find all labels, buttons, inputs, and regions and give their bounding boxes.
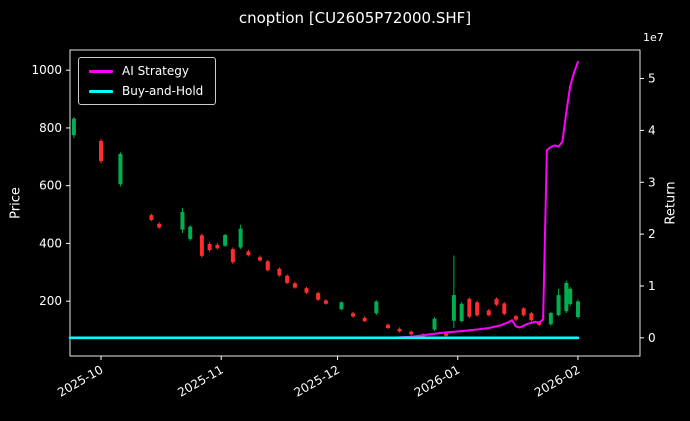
x-tick-label: 2026-01 bbox=[412, 362, 462, 399]
candle-body bbox=[432, 318, 437, 330]
chart-title: cnoption [CU2605P72000.SHF] bbox=[238, 9, 472, 27]
candle-body bbox=[409, 331, 414, 335]
candle-body bbox=[180, 211, 185, 230]
candle-body bbox=[277, 268, 282, 276]
right-axis-offset-text: 1e7 bbox=[643, 31, 664, 44]
legend-item-ai-strategy: AI Strategy bbox=[89, 65, 203, 77]
legend: AI Strategy Buy-and-Hold bbox=[78, 57, 217, 105]
candle-body bbox=[521, 308, 526, 316]
left-tick-label: 1000 bbox=[31, 63, 62, 77]
plot-border bbox=[69, 49, 641, 357]
candle-body bbox=[444, 333, 449, 336]
candle-body bbox=[548, 312, 553, 325]
x-tick-label: 2025-12 bbox=[292, 362, 342, 399]
legend-label: Buy-and-Hold bbox=[122, 84, 204, 98]
candle-body bbox=[118, 153, 123, 185]
right-tick-label: 1 bbox=[648, 279, 656, 293]
legend-item-buy-and-hold: Buy-and-Hold bbox=[89, 85, 203, 97]
candle-body bbox=[223, 235, 228, 246]
x-tick-label: 2026-02 bbox=[532, 362, 582, 399]
candle-body bbox=[575, 301, 580, 318]
left-tick-label: 200 bbox=[39, 294, 62, 308]
candle-body bbox=[230, 249, 235, 263]
x-tick-label: 2025-10 bbox=[55, 362, 105, 399]
candle-body bbox=[304, 288, 309, 293]
candle-body bbox=[199, 235, 204, 256]
candle-body bbox=[564, 282, 569, 312]
candle-body bbox=[292, 283, 297, 288]
candle-body bbox=[486, 310, 491, 316]
candle-body bbox=[149, 215, 154, 221]
candle-body bbox=[397, 328, 402, 332]
candle-body bbox=[258, 257, 262, 261]
candle-body bbox=[475, 302, 480, 316]
candle-body bbox=[323, 300, 328, 304]
candle-body bbox=[238, 228, 243, 248]
candle-body bbox=[451, 295, 456, 321]
candle-body bbox=[99, 140, 104, 162]
candle-body bbox=[556, 295, 561, 316]
candle-body bbox=[494, 298, 499, 305]
candle-body bbox=[265, 261, 270, 271]
candle-body bbox=[374, 301, 379, 314]
right-tick-label: 2 bbox=[648, 227, 656, 241]
candle-body bbox=[568, 288, 573, 305]
right-tick-label: 0 bbox=[648, 331, 656, 345]
legend-line-swatch bbox=[89, 69, 113, 73]
candle-body bbox=[502, 303, 507, 314]
candle-body bbox=[215, 244, 220, 249]
candle-body bbox=[467, 298, 472, 317]
candle-body bbox=[513, 316, 518, 320]
candle-body bbox=[71, 118, 76, 136]
series-line-ai-strategy bbox=[69, 60, 579, 339]
candle-body bbox=[385, 324, 390, 328]
candle-body bbox=[316, 293, 321, 300]
candle-body bbox=[459, 303, 464, 322]
candle-body bbox=[339, 302, 344, 310]
x-tick-label: 2025-11 bbox=[175, 362, 225, 399]
candle-body bbox=[529, 313, 534, 321]
left-tick-label: 800 bbox=[39, 121, 62, 135]
legend-line-swatch bbox=[89, 89, 113, 93]
right-tick-label: 4 bbox=[648, 123, 656, 137]
candle-body bbox=[362, 317, 367, 322]
candle-body bbox=[157, 223, 162, 228]
candle-body bbox=[207, 243, 212, 251]
candle-body bbox=[246, 251, 251, 256]
legend-label: AI Strategy bbox=[122, 64, 189, 78]
right-tick-label: 3 bbox=[648, 175, 656, 189]
right-tick-label: 5 bbox=[648, 72, 656, 86]
candle-body bbox=[351, 313, 356, 317]
candle-body bbox=[285, 275, 290, 283]
left-tick-label: 400 bbox=[39, 236, 62, 250]
left-tick-label: 600 bbox=[39, 179, 62, 193]
candle-body bbox=[188, 226, 193, 240]
